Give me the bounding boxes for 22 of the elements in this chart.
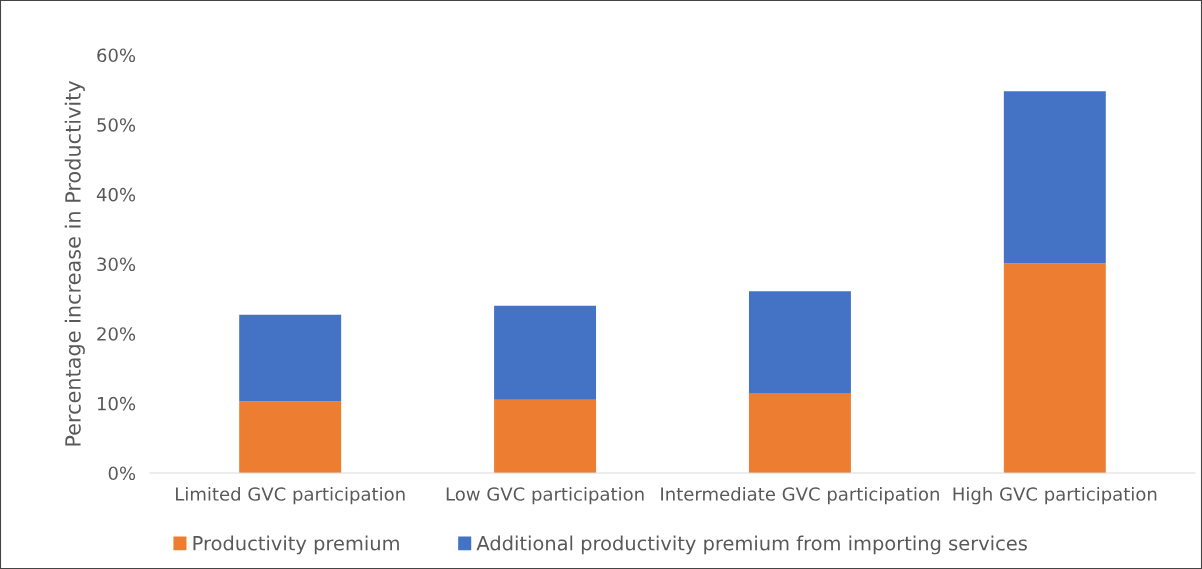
bar	[748, 392, 851, 473]
y-tick-label: 10%	[97, 396, 136, 411]
x-tick-label: Intermediate GVC participation	[661, 486, 939, 505]
y-tick-label: 20%	[97, 327, 136, 341]
bar	[1003, 263, 1106, 473]
x-tick-label: High GVC participation	[953, 486, 1157, 505]
bar	[1003, 91, 1106, 264]
y-axis-title: Percentage increase in Productivity	[64, 80, 85, 446]
y-tick-label: 30%	[97, 257, 136, 272]
bar	[239, 314, 342, 402]
bar	[239, 401, 342, 473]
y-tick-label: 60%	[97, 48, 136, 63]
legend-label: Additional productivity premium from importing services	[476, 535, 1027, 555]
legend-label: Productivity premium	[193, 535, 399, 555]
x-tick-label: Limited GVC participation	[176, 486, 405, 505]
y-tick-label: 40%	[96, 187, 136, 202]
bar	[494, 305, 597, 400]
bar	[494, 399, 597, 473]
y-tick-label: 50%	[97, 118, 136, 132]
bar	[748, 291, 851, 393]
y-tick-label: 0%	[108, 466, 136, 481]
x-tick-label: Low GVC participation	[446, 486, 644, 505]
